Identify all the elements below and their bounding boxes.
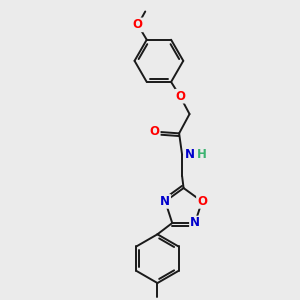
Text: O: O	[133, 18, 143, 32]
Text: N: N	[190, 217, 200, 230]
Text: N: N	[160, 195, 170, 208]
Text: H: H	[197, 148, 207, 161]
Text: O: O	[175, 90, 185, 103]
Text: O: O	[197, 195, 207, 208]
Text: N: N	[184, 148, 194, 161]
Text: O: O	[150, 125, 160, 138]
